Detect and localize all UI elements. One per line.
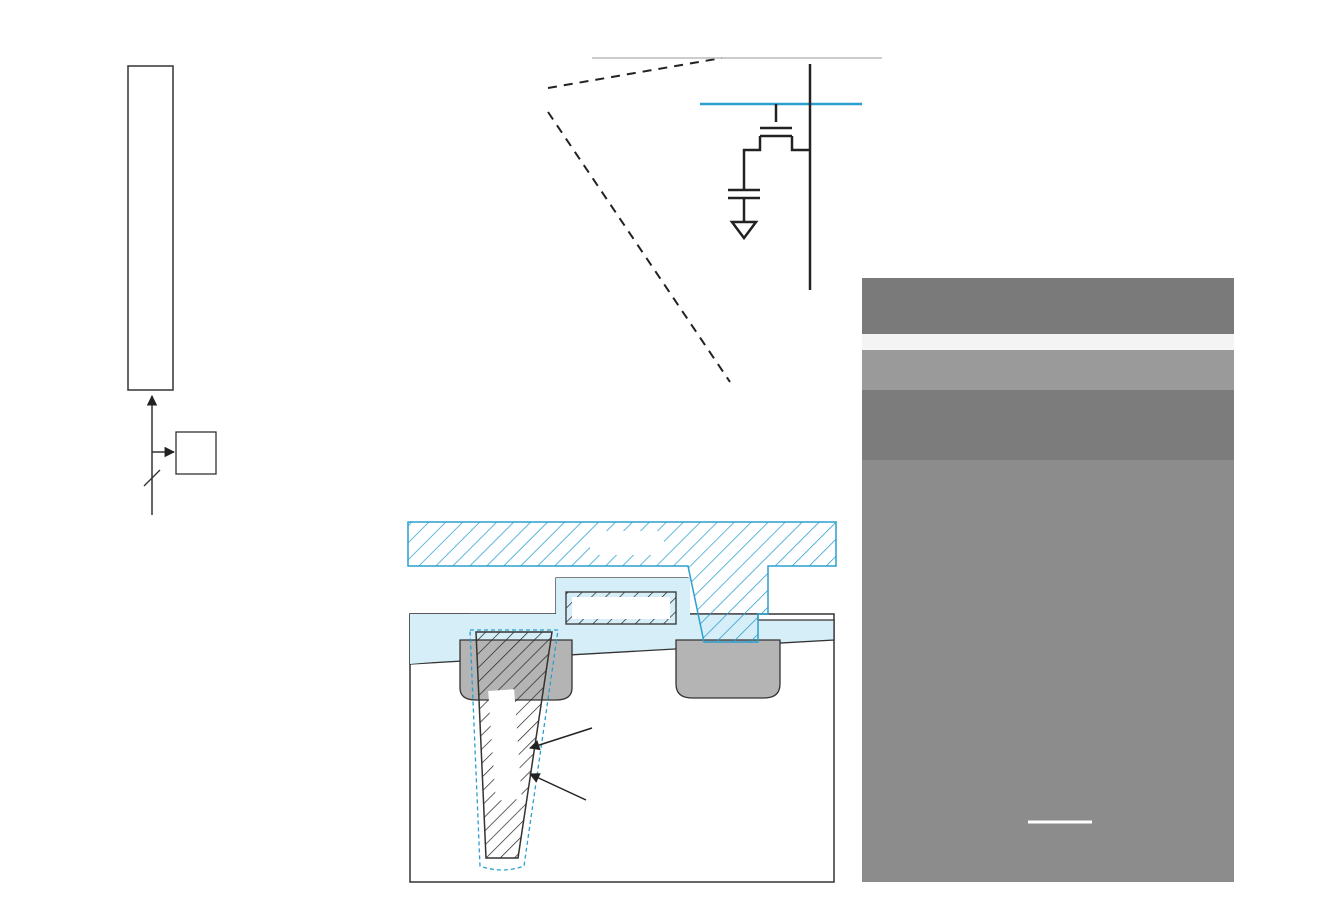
dielectric-arrow	[529, 727, 593, 751]
sem-top-band	[862, 278, 1234, 334]
wordline-text-bg	[572, 597, 670, 619]
cell-capacitor	[728, 170, 760, 241]
access-transistor	[742, 104, 810, 170]
sem-upper-substrate	[862, 390, 1234, 460]
bitline-text-bg	[590, 531, 664, 555]
col-decoder-block	[175, 431, 217, 475]
row-decoder-block	[127, 65, 174, 391]
sem-device-band	[862, 350, 1234, 390]
dielectric-outline	[469, 629, 559, 871]
trench-cell-cross-section	[407, 521, 837, 883]
poly-text-bg	[488, 689, 522, 801]
memory-array	[127, 65, 217, 515]
bus-slash	[143, 469, 161, 487]
zoom-line-top	[547, 57, 723, 89]
cell-schematic	[700, 64, 862, 290]
n-plus-right-region	[675, 639, 781, 699]
sem-gap	[862, 334, 1234, 350]
substrate-arrow	[529, 773, 587, 801]
sem-micrograph	[862, 278, 1234, 882]
zoom-line-bottom	[547, 111, 731, 383]
bitline-conductor	[407, 521, 837, 643]
